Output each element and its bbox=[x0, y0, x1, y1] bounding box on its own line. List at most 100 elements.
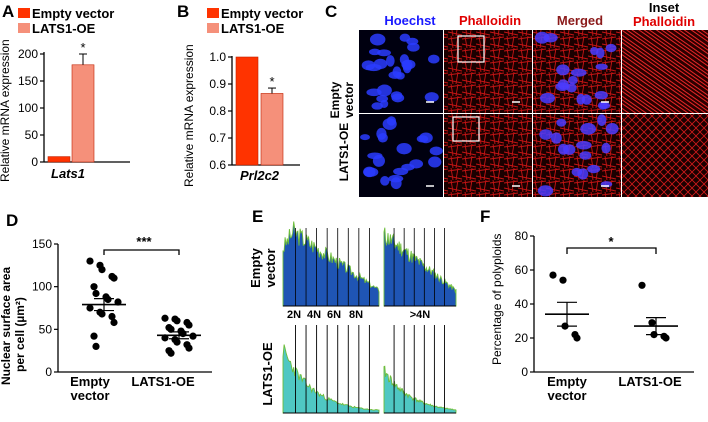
legend-swatch-lats1-oe bbox=[18, 23, 30, 33]
x-axis-gene-label: Lats1 bbox=[51, 166, 85, 181]
data-point bbox=[167, 349, 175, 357]
histogram-empty-right bbox=[383, 227, 457, 307]
y-tick-label: 40 bbox=[515, 297, 529, 311]
nucleus bbox=[402, 61, 412, 74]
data-point bbox=[185, 344, 193, 352]
nucleus bbox=[539, 129, 553, 140]
y-tick-label: 100 bbox=[18, 101, 38, 115]
y-axis-title: Relative mRNA expression bbox=[182, 44, 196, 187]
y-tick-label: 0.6 bbox=[209, 158, 226, 172]
panel-label-f: F bbox=[480, 207, 490, 226]
legend-label-empty-vector: Empty vector bbox=[32, 6, 114, 21]
data-point bbox=[189, 332, 197, 340]
nucleus bbox=[399, 33, 411, 42]
data-point bbox=[110, 274, 118, 282]
x-tick-4n: 4N bbox=[307, 309, 321, 321]
nucleus bbox=[369, 33, 386, 46]
panel-a-chart: Empty vector LATS1-OE Relative mRNA expr… bbox=[0, 6, 130, 182]
y-tick-label: 20 bbox=[515, 331, 529, 345]
row-label-empty: Empty bbox=[328, 81, 342, 118]
nucleus bbox=[597, 114, 607, 127]
column-title-phalloidin: Phalloidin bbox=[459, 13, 521, 28]
y-tick-label: 0 bbox=[45, 365, 52, 379]
legend-label-empty-vector: Empty vector bbox=[221, 6, 303, 21]
data-point bbox=[108, 312, 116, 321]
x-label-lats1-oe: LATS1-OE bbox=[131, 374, 195, 389]
nucleus bbox=[537, 185, 554, 197]
nucleus bbox=[388, 174, 404, 183]
nucleus bbox=[380, 176, 390, 186]
nucleus bbox=[388, 71, 402, 79]
legend-label-lats1-oe: LATS1-OE bbox=[32, 21, 96, 36]
data-point bbox=[98, 266, 106, 274]
legend-label-lats1-oe: LATS1-OE bbox=[221, 21, 285, 36]
nucleus bbox=[556, 64, 570, 76]
nucleus bbox=[380, 99, 389, 108]
nucleus bbox=[595, 63, 608, 70]
y-tick-label: 150 bbox=[32, 237, 52, 251]
merged-nuclei-group bbox=[534, 31, 617, 110]
x-label-vector: vector bbox=[70, 388, 109, 403]
histogram-area bbox=[383, 227, 457, 307]
data-point bbox=[662, 334, 670, 342]
panel-label-b: B bbox=[177, 2, 189, 21]
bar-lats1-oe bbox=[260, 93, 284, 166]
x-label-empty: Empty bbox=[70, 374, 111, 389]
y-tick-label: 1.0 bbox=[209, 50, 226, 64]
panel-d-chart: Nuclear surface area per cell (µm²) 0 50 1… bbox=[0, 234, 212, 403]
y-tick-label: 0.7 bbox=[209, 131, 226, 145]
bar-empty-vector bbox=[235, 56, 259, 166]
inset-box bbox=[452, 116, 480, 142]
nucleus bbox=[557, 79, 569, 90]
nucleus bbox=[424, 92, 439, 103]
data-point bbox=[92, 342, 100, 350]
data-point bbox=[559, 276, 567, 284]
nucleus bbox=[382, 118, 397, 130]
inset-title-line1: Inset bbox=[649, 0, 680, 15]
y-tick-label: 80 bbox=[515, 229, 529, 243]
x-tick-6n: 6N bbox=[327, 309, 341, 321]
nucleus bbox=[605, 122, 619, 135]
y-axis-title-line2: per cell (µm²) bbox=[13, 297, 27, 372]
histogram-lats1-left bbox=[282, 325, 380, 414]
panel-label-e: E bbox=[252, 207, 263, 226]
nucleus bbox=[428, 54, 440, 64]
nucleus bbox=[377, 49, 391, 57]
micrograph-phalloidin-empty bbox=[444, 30, 532, 113]
significance-bracket bbox=[103, 249, 180, 255]
data-point bbox=[549, 271, 557, 279]
row-label-lats1-oe: LATS1-OE bbox=[337, 123, 351, 181]
nucleus bbox=[419, 132, 433, 144]
nuclei-group bbox=[360, 116, 443, 190]
nucleus bbox=[587, 164, 601, 174]
nucleus bbox=[360, 134, 370, 141]
nucleus bbox=[597, 101, 608, 110]
y-tick-label: 150 bbox=[18, 74, 38, 88]
histogram-lats1-right bbox=[383, 325, 457, 414]
significance-star: * bbox=[608, 234, 614, 249]
panel-label-c: C bbox=[325, 2, 337, 21]
nucleus bbox=[428, 156, 442, 168]
nucleus bbox=[556, 118, 567, 127]
y-axis-title: Percentage of polyploids bbox=[490, 234, 504, 365]
nucleus bbox=[570, 68, 587, 77]
nucleus bbox=[571, 167, 583, 177]
legend-swatch-lats1-oe bbox=[207, 23, 219, 33]
nucleus bbox=[601, 142, 611, 154]
y-tick-label: 100 bbox=[32, 280, 52, 294]
y-tick-label: 50 bbox=[39, 322, 53, 336]
bar-empty-vector bbox=[47, 156, 71, 163]
data-point bbox=[86, 304, 94, 312]
micrograph-phalloidin-lats1 bbox=[444, 114, 532, 197]
nucleus bbox=[580, 122, 597, 135]
nucleus bbox=[366, 88, 382, 97]
nucleus bbox=[551, 132, 562, 144]
data-point bbox=[638, 281, 646, 289]
y-tick-label: 0 bbox=[521, 365, 528, 379]
data-point bbox=[185, 321, 193, 329]
nuclei-group bbox=[361, 33, 440, 110]
x-tick-8n: 8N bbox=[349, 309, 363, 321]
data-point bbox=[179, 330, 187, 338]
row-label-vector: vector bbox=[263, 248, 278, 287]
